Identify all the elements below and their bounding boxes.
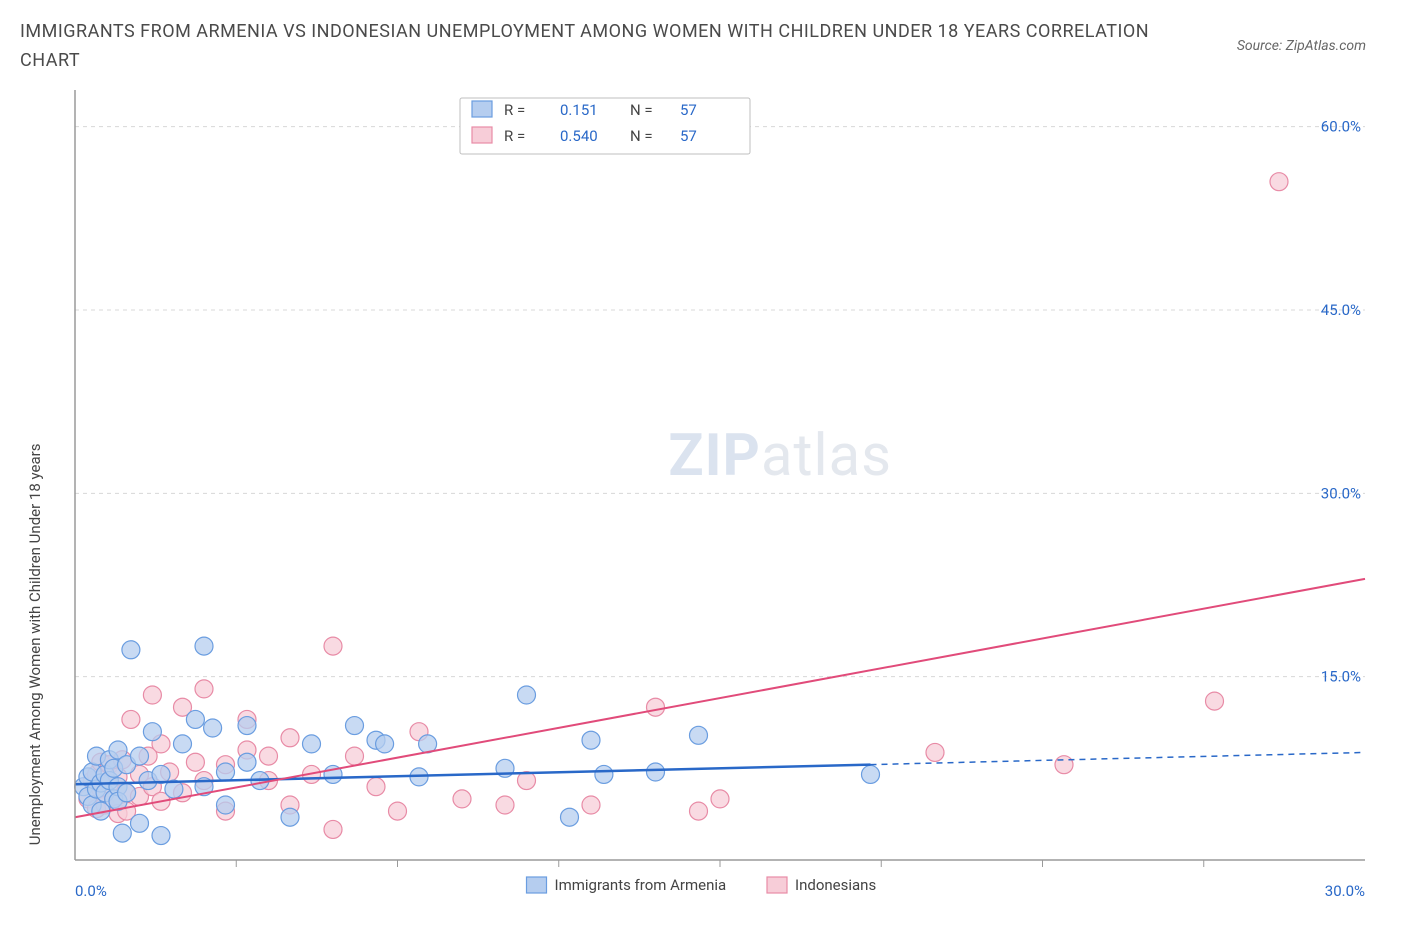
data-point bbox=[324, 820, 342, 838]
data-point bbox=[561, 808, 579, 826]
data-point bbox=[926, 743, 944, 761]
data-point bbox=[1270, 173, 1288, 191]
data-point bbox=[647, 698, 665, 716]
data-point bbox=[346, 747, 364, 765]
data-point bbox=[131, 747, 149, 765]
legend-swatch bbox=[472, 101, 492, 117]
y-axis-label: Unemployment Among Women with Children U… bbox=[26, 444, 44, 846]
data-point bbox=[195, 637, 213, 655]
chart-container: ZIPatlas 0.0% 30.0% 15.0% 30.0% 45.0% 60.0% Une… bbox=[20, 90, 1381, 905]
legend-n-label: N = bbox=[630, 127, 653, 145]
data-point bbox=[217, 763, 235, 781]
bottom-legend-swatch bbox=[767, 877, 787, 893]
y-tick-label: 60.0% bbox=[1321, 118, 1361, 136]
data-point bbox=[367, 778, 385, 796]
data-point bbox=[281, 729, 299, 747]
watermark: ZIPatlas bbox=[668, 422, 892, 490]
data-point bbox=[204, 719, 222, 737]
data-point bbox=[496, 796, 514, 814]
bottom-legend-label: Immigrants from Armenia bbox=[555, 876, 727, 894]
data-point bbox=[1206, 692, 1224, 710]
data-point bbox=[143, 686, 161, 704]
data-point bbox=[518, 686, 536, 704]
data-point bbox=[303, 735, 321, 753]
data-point bbox=[862, 765, 880, 783]
regression-line-dashed bbox=[871, 752, 1366, 764]
y-tick-label: 15.0% bbox=[1321, 668, 1361, 686]
data-point bbox=[690, 802, 708, 820]
source-attribution: Source: ZipAtlas.com bbox=[1237, 38, 1366, 54]
data-point bbox=[281, 808, 299, 826]
legend-r-value: 0.151 bbox=[560, 101, 598, 119]
legend-r-label: R = bbox=[504, 101, 525, 119]
legend-swatch bbox=[472, 127, 492, 143]
data-point bbox=[152, 827, 170, 845]
data-point bbox=[131, 814, 149, 832]
data-point bbox=[690, 726, 708, 744]
data-point bbox=[186, 710, 204, 728]
scatter-chart: ZIPatlas 0.0% 30.0% 15.0% 30.0% 45.0% 60.0% Une… bbox=[20, 90, 1381, 905]
data-point bbox=[143, 723, 161, 741]
data-point bbox=[118, 784, 136, 802]
bottom-legend-swatch bbox=[527, 877, 547, 893]
legend-n-value: 57 bbox=[680, 127, 697, 145]
data-point bbox=[389, 802, 407, 820]
data-point bbox=[453, 790, 471, 808]
data-point bbox=[174, 735, 192, 753]
data-point bbox=[711, 790, 729, 808]
y-tick-label: 30.0% bbox=[1321, 484, 1361, 502]
x-tick-label: 30.0% bbox=[1325, 882, 1365, 900]
legend-n-value: 57 bbox=[680, 101, 697, 119]
data-point bbox=[376, 735, 394, 753]
data-point bbox=[647, 763, 665, 781]
header-row: IMMIGRANTS FROM ARMENIA VS INDONESIAN UN… bbox=[0, 0, 1406, 76]
legend-n-label: N = bbox=[630, 101, 653, 119]
data-point bbox=[260, 747, 278, 765]
regression-line bbox=[75, 579, 1365, 817]
legend-r-label: R = bbox=[504, 127, 525, 145]
data-point bbox=[1055, 756, 1073, 774]
data-point bbox=[195, 680, 213, 698]
data-point bbox=[186, 753, 204, 771]
data-point bbox=[324, 637, 342, 655]
data-point bbox=[113, 824, 131, 842]
data-point bbox=[582, 796, 600, 814]
data-point bbox=[238, 753, 256, 771]
data-point bbox=[122, 710, 140, 728]
x-tick-label: 0.0% bbox=[75, 882, 107, 900]
bottom-legend-label: Indonesians bbox=[795, 876, 876, 894]
data-point bbox=[238, 717, 256, 735]
data-point bbox=[582, 731, 600, 749]
legend-r-value: 0.540 bbox=[560, 127, 598, 145]
data-point bbox=[217, 796, 235, 814]
y-tick-label: 45.0% bbox=[1321, 301, 1361, 319]
data-point bbox=[122, 641, 140, 659]
data-point bbox=[595, 765, 613, 783]
chart-title: IMMIGRANTS FROM ARMENIA VS INDONESIAN UN… bbox=[20, 18, 1170, 76]
data-point bbox=[346, 717, 364, 735]
